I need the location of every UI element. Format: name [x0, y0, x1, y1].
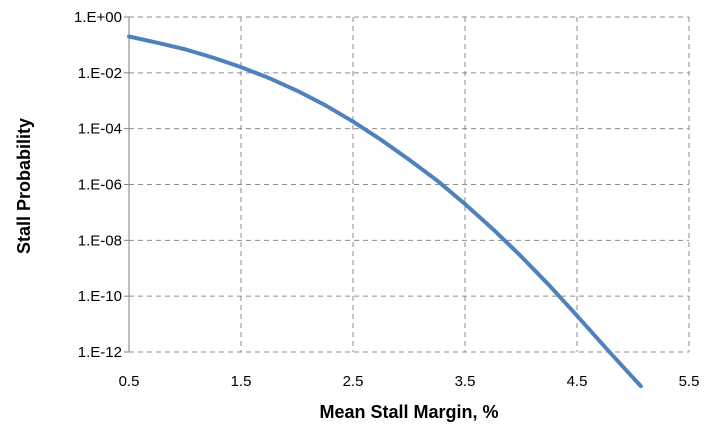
grid — [124, 16, 690, 353]
series-layer — [127, 34, 643, 389]
y-axis-title: Stall Probability — [14, 118, 34, 254]
x-tick-label-0: 0.5 — [119, 373, 140, 390]
y-tick-label-0: 1.E+00 — [74, 9, 122, 26]
x-tick-labels: 0.5 1.5 2.5 3.5 4.5 5.5 — [119, 373, 700, 390]
x-tick-label-3: 3.5 — [455, 373, 476, 390]
y-tick-label-3: 1.E-06 — [78, 177, 122, 194]
y-tick-label-6: 1.E-12 — [78, 344, 122, 361]
y-tick-label-4: 1.E-08 — [78, 232, 122, 249]
x-tick-label-1: 1.5 — [231, 373, 252, 390]
y-tick-label-5: 1.E-10 — [78, 288, 122, 305]
y-tick-labels: 1.E+00 1.E-02 1.E-04 1.E-06 1.E-08 1.E-10 1.E-… — [74, 9, 122, 361]
x-tick-label-4: 4.5 — [567, 373, 588, 390]
y-tick-label-1: 1.E-02 — [78, 65, 122, 82]
x-axis-title: Mean Stall Margin, % — [319, 402, 498, 422]
x-tick-label-5: 5.5 — [679, 373, 700, 390]
series-line-0 — [127, 34, 643, 389]
x-tick-label-2: 2.5 — [343, 373, 364, 390]
y-tick-label-2: 1.E-04 — [78, 121, 122, 138]
